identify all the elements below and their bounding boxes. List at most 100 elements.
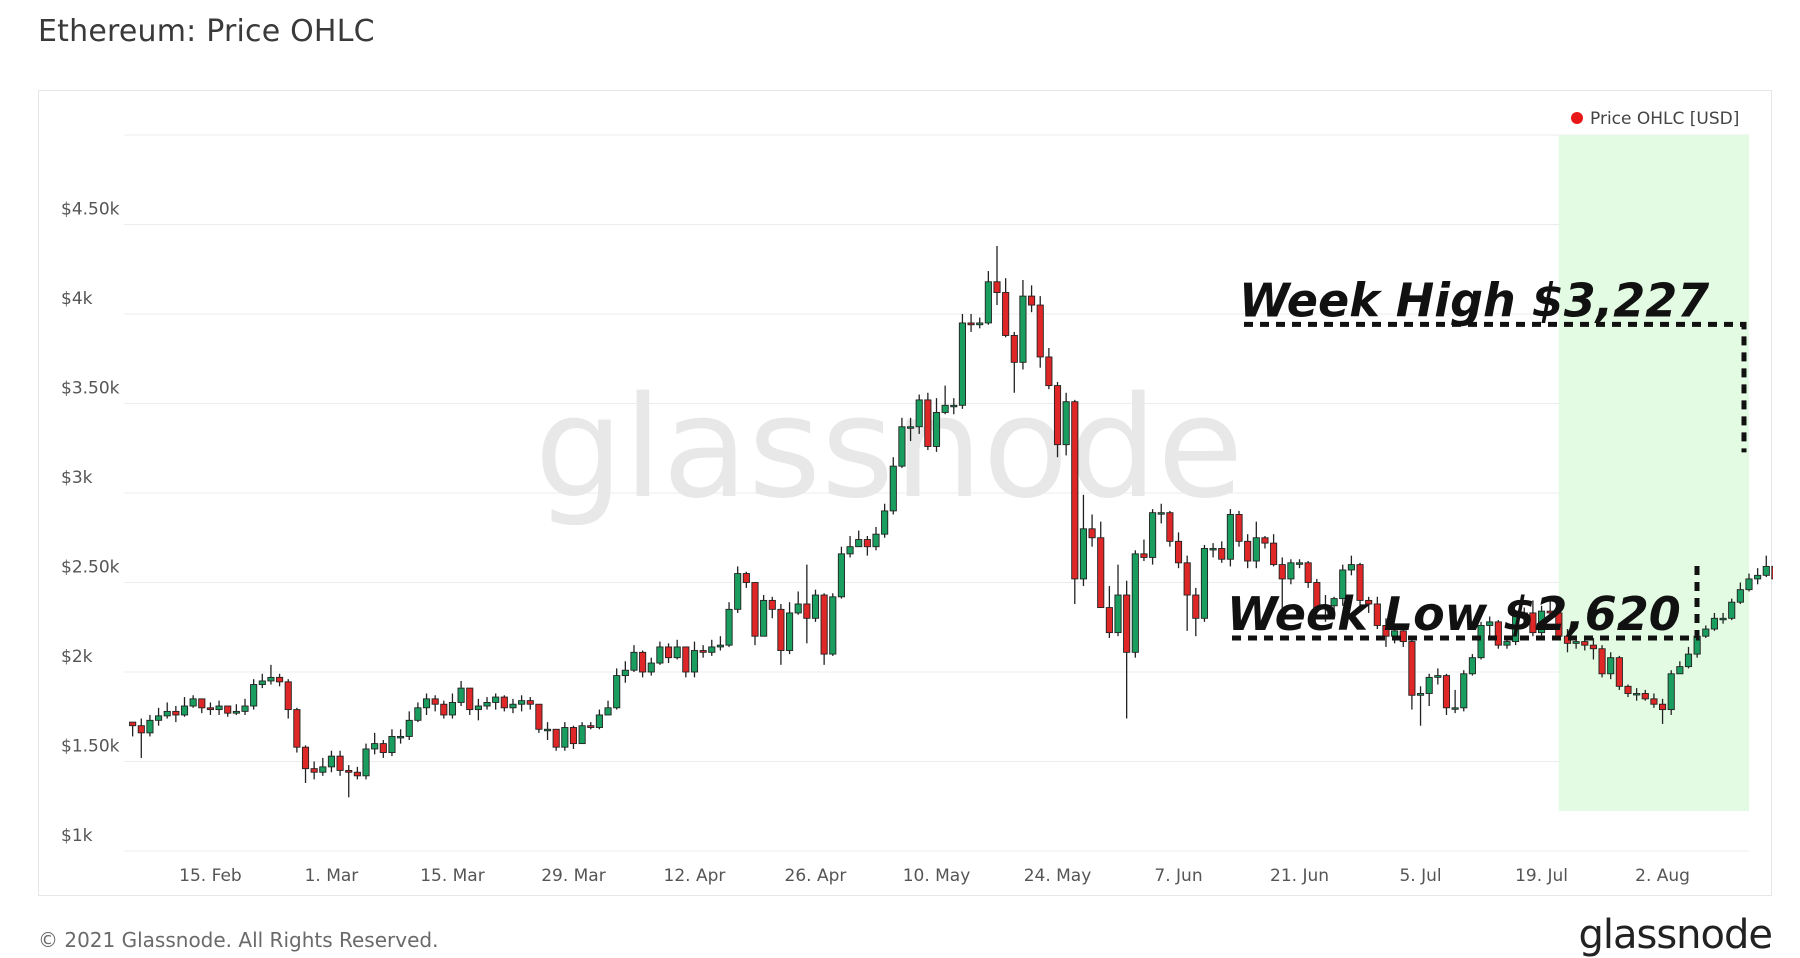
candle — [397, 729, 405, 744]
candle — [267, 664, 275, 685]
candle-body — [1313, 582, 1321, 609]
candle-body — [492, 696, 500, 703]
candle-body — [1365, 599, 1373, 605]
candle — [1494, 620, 1502, 649]
candle — [863, 535, 871, 556]
candle — [327, 750, 336, 773]
candle — [1174, 532, 1183, 569]
x-tick-label: 29. Mar — [541, 866, 606, 886]
candle-body — [1537, 610, 1546, 634]
candle — [829, 593, 837, 656]
candle-body — [319, 766, 327, 773]
candle — [889, 457, 897, 515]
candle — [1537, 605, 1546, 638]
candle — [405, 711, 413, 741]
candle — [1719, 612, 1727, 624]
candle — [353, 766, 361, 780]
candle — [872, 527, 880, 551]
candle — [155, 707, 163, 726]
candle — [250, 679, 258, 710]
candle-body — [189, 698, 197, 707]
candle — [284, 679, 292, 719]
candle-body — [932, 412, 941, 447]
candle-body — [621, 669, 629, 677]
x-tick-label: 19. Jul — [1515, 866, 1568, 886]
candle-body — [881, 510, 889, 535]
candle — [561, 722, 569, 751]
candle-body — [1754, 574, 1762, 580]
candle — [1728, 598, 1736, 621]
candle — [915, 394, 923, 434]
candle — [1019, 279, 1027, 370]
x-tick-label: 1. Mar — [305, 866, 359, 886]
candle-body — [1633, 693, 1641, 696]
candle-body — [1676, 666, 1684, 675]
candle — [1615, 655, 1623, 690]
candle-body — [967, 322, 975, 326]
candle-body — [846, 546, 854, 555]
candle-body — [1503, 641, 1511, 646]
candle-body — [543, 728, 552, 732]
candle — [388, 729, 396, 757]
candle — [1287, 559, 1295, 585]
candle — [1434, 668, 1442, 685]
candle-body — [1572, 641, 1580, 644]
week-low-label: Week Low $2,620 — [1227, 587, 1681, 641]
candle — [837, 546, 845, 599]
candle-body — [1468, 657, 1476, 675]
candle-body — [198, 698, 206, 709]
candle-body — [1589, 644, 1597, 650]
candle — [682, 646, 690, 678]
candle-body — [1261, 537, 1269, 544]
candle-body — [872, 533, 880, 548]
candle — [543, 722, 552, 741]
week-high-label: Week High $3,227 — [1239, 273, 1709, 327]
x-tick-label: 5. Jul — [1399, 866, 1441, 886]
candle-body — [976, 322, 984, 326]
candle — [621, 661, 629, 683]
candle — [595, 709, 603, 730]
candle-body — [526, 700, 534, 705]
candle — [1365, 596, 1373, 613]
candle-body — [725, 608, 733, 646]
candle — [440, 700, 448, 719]
candle — [1373, 596, 1381, 630]
candle — [932, 398, 941, 452]
candle-body — [1226, 514, 1234, 560]
candle — [820, 593, 828, 665]
candle-body — [518, 700, 526, 705]
candle-body — [1270, 542, 1278, 566]
x-tick-label: 2. Aug — [1635, 866, 1690, 886]
legend[interactable]: Price OHLC [USD] — [1571, 109, 1739, 129]
candle — [1745, 573, 1753, 592]
candle — [224, 705, 232, 717]
candle-body — [829, 596, 837, 655]
candle-body — [1244, 540, 1252, 562]
candle-body — [310, 768, 318, 773]
candle — [1244, 534, 1252, 569]
candle — [146, 714, 154, 737]
candle-body — [1019, 295, 1027, 363]
x-tick-label: 26. Apr — [785, 866, 847, 886]
candle — [1762, 555, 1770, 578]
candle-body — [250, 684, 258, 707]
candle-body — [1684, 653, 1693, 668]
candle-body — [1174, 540, 1183, 564]
candle-body — [293, 709, 301, 748]
candle-body — [1624, 685, 1632, 694]
candle-body — [1079, 528, 1088, 580]
candle-body — [1097, 537, 1105, 609]
candle-body — [760, 599, 768, 637]
candle — [1684, 646, 1693, 669]
candle-body — [431, 698, 439, 705]
x-tick-label: 21. Jun — [1270, 866, 1329, 886]
candle-body — [1745, 578, 1753, 591]
candle-body — [1667, 673, 1675, 711]
candle — [1028, 285, 1036, 313]
glassnode-logo[interactable]: glassnode — [1578, 912, 1773, 958]
candle-body — [1105, 607, 1113, 634]
candle-body — [656, 646, 664, 664]
candle — [647, 657, 655, 676]
candle-body — [915, 399, 923, 428]
candle-body — [1252, 537, 1260, 562]
